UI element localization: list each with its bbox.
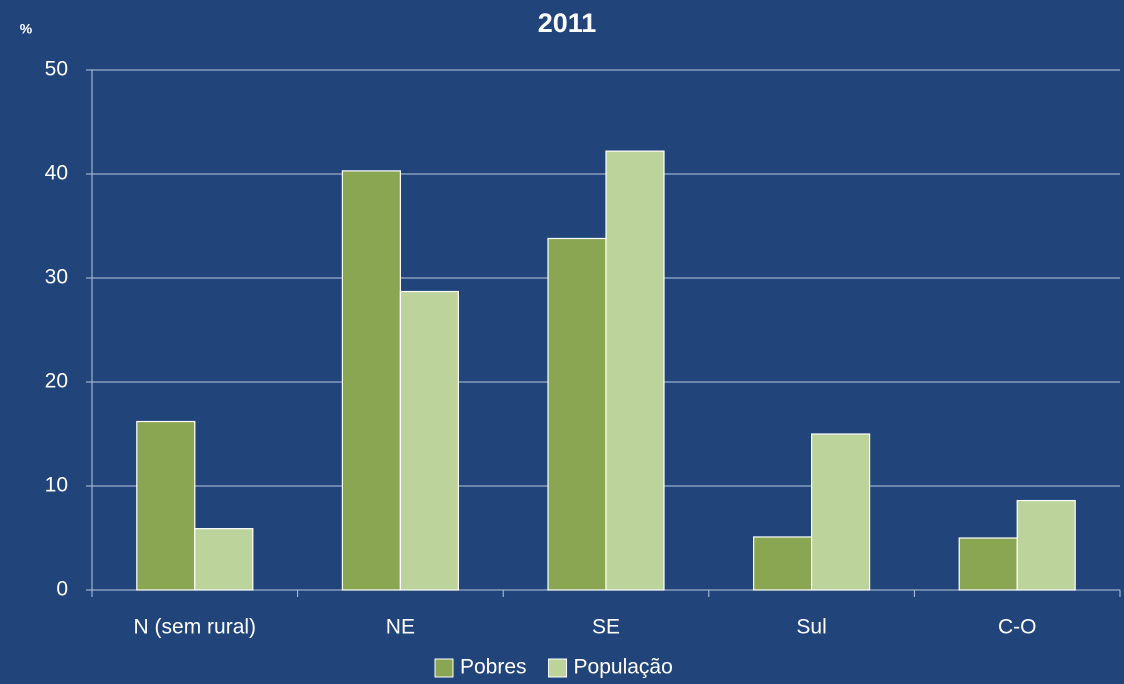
bar	[547, 237, 607, 591]
y-tick-label: 10	[45, 474, 68, 497]
x-tick-label: C-O	[998, 616, 1037, 639]
legend-label: Pobres	[460, 656, 527, 679]
bar	[136, 420, 196, 591]
x-tick-label: NE	[386, 616, 415, 639]
y-tick-label: 40	[45, 162, 68, 185]
chart-title: 2011	[538, 8, 597, 38]
x-tick-label: SE	[592, 616, 620, 639]
bar	[958, 537, 1018, 591]
y-tick-label: 50	[45, 58, 68, 81]
y-tick-label: 0	[56, 578, 68, 601]
bar	[194, 528, 254, 591]
y-tick-label: 20	[45, 370, 68, 393]
x-tick-label: Sul	[796, 616, 826, 639]
bar	[341, 170, 401, 591]
bar	[752, 536, 813, 591]
y-tick-label: 30	[45, 266, 68, 289]
y-axis-label: %	[20, 21, 33, 37]
bar	[605, 150, 665, 591]
bar	[810, 433, 871, 591]
legend-swatch	[434, 658, 454, 678]
x-tick-label: N (sem rural)	[134, 616, 257, 639]
legend-label: População	[574, 656, 673, 679]
bar	[399, 290, 459, 591]
bar	[1016, 499, 1076, 591]
legend-swatch	[548, 658, 568, 678]
